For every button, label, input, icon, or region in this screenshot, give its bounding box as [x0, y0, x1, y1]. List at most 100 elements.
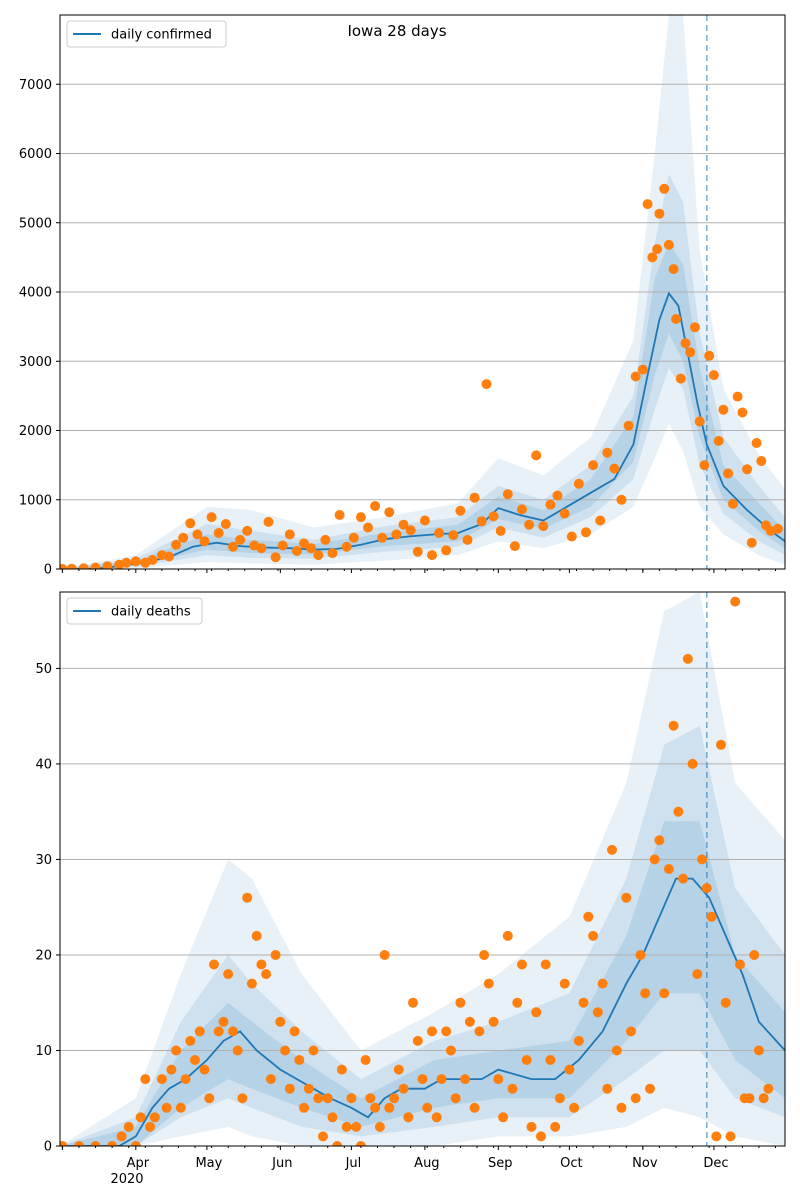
deaths-point	[711, 1131, 722, 1142]
deaths-point	[578, 997, 589, 1008]
deaths-point	[521, 1055, 532, 1065]
confirmed-band-inner	[60, 243, 785, 569]
deaths-point	[427, 1026, 437, 1037]
confirmed-y-tick-label: 3000	[19, 355, 52, 370]
confirmed-point	[78, 563, 89, 569]
deaths-point	[360, 1055, 371, 1065]
deaths-point	[403, 1112, 414, 1123]
confirmed-point	[663, 239, 674, 250]
deaths-axes-layer: 0 10 20 30 40 50 Apr May Jun Jul Aug Sep Oct Nov Dec	[35, 591, 786, 1171]
confirmed-point	[164, 551, 174, 562]
deaths-point	[649, 854, 660, 865]
confirmed-point	[448, 530, 459, 541]
deaths-point	[460, 1074, 471, 1085]
confirmed-point	[334, 510, 345, 520]
confirmed-point	[391, 529, 402, 540]
confirmed-point	[751, 438, 762, 448]
confirmed-point	[704, 350, 715, 361]
confirmed-point	[680, 338, 691, 349]
deaths-point	[351, 1121, 362, 1132]
confirmed-point	[671, 314, 681, 324]
deaths-point	[190, 1055, 200, 1065]
deaths-point	[479, 950, 490, 960]
deaths-point	[303, 1083, 314, 1094]
confirmed-point	[566, 531, 577, 542]
confirmed-point	[509, 541, 520, 552]
deaths-grid-layer	[60, 667, 785, 1051]
confirmed-grid-layer	[60, 83, 785, 501]
deaths-point	[763, 1083, 774, 1094]
deaths-point	[640, 988, 651, 999]
deaths-point	[445, 1045, 456, 1056]
deaths-point	[493, 1074, 504, 1085]
confirmed-point	[668, 264, 679, 275]
deaths-point	[607, 844, 617, 855]
deaths-point	[678, 873, 689, 884]
confirmed-point	[524, 519, 535, 530]
deaths-x-tick-label: Apr	[127, 1156, 150, 1171]
deaths-point	[130, 1141, 141, 1146]
deaths-point	[275, 1016, 286, 1027]
confirmed-point	[713, 435, 724, 446]
confirmed-point	[363, 522, 373, 533]
deaths-point	[592, 1007, 603, 1018]
confirmed-point	[630, 371, 641, 382]
confirmed-point	[199, 536, 210, 547]
confirmed-point	[341, 541, 352, 552]
confirmed-point	[284, 529, 295, 540]
confirmed-point	[708, 370, 719, 381]
deaths-y-tick-label: 50	[35, 662, 52, 677]
confirmed-point	[694, 416, 705, 427]
deaths-point	[60, 1141, 68, 1146]
deaths-point	[379, 950, 390, 960]
confirmed-point	[277, 540, 288, 551]
confirmed-point	[616, 494, 627, 505]
deaths-point	[540, 959, 551, 970]
deaths-point	[408, 997, 418, 1008]
confirmed-point	[412, 546, 423, 557]
confirmed-point	[654, 208, 665, 219]
deaths-x-tick-label: Aug	[414, 1156, 439, 1171]
deaths-y-tick-label: 40	[35, 757, 52, 772]
deaths-point	[564, 1064, 575, 1075]
confirmed-points-layer	[60, 183, 783, 569]
deaths-x-tick-label: May	[195, 1156, 222, 1171]
confirmed-point	[723, 468, 734, 479]
deaths-point	[488, 1016, 499, 1027]
confirmed-point	[573, 478, 584, 489]
deaths-point	[663, 864, 674, 874]
deaths-point	[645, 1083, 655, 1094]
confirmed-point	[455, 505, 466, 516]
confirmed-point	[256, 543, 267, 554]
deaths-point	[199, 1064, 210, 1075]
deaths-point	[507, 1083, 518, 1094]
deaths-point	[412, 1035, 423, 1046]
confirmed-point	[130, 556, 141, 567]
deaths-point	[469, 1102, 480, 1113]
confirmed-point	[481, 379, 492, 390]
deaths-point	[149, 1112, 160, 1123]
deaths-point	[417, 1074, 428, 1085]
confirmed-point	[213, 528, 224, 538]
deaths-point	[374, 1121, 385, 1132]
deaths-point	[536, 1131, 546, 1142]
confirmed-point	[559, 508, 570, 519]
deaths-point	[135, 1112, 146, 1123]
confirmed-point	[659, 183, 670, 194]
deaths-point	[90, 1141, 101, 1146]
confirmed-point	[320, 534, 331, 545]
deaths-point	[545, 1055, 556, 1065]
deaths-point	[237, 1093, 248, 1104]
deaths-point	[365, 1093, 376, 1104]
deaths-point	[341, 1121, 352, 1132]
deaths-point	[280, 1045, 291, 1056]
confirmed-point	[270, 552, 281, 563]
deaths-point	[393, 1064, 404, 1075]
confirmed-point	[602, 447, 613, 458]
deaths-point	[355, 1141, 366, 1146]
confirmed-point	[531, 450, 542, 461]
confirmed-point	[192, 529, 203, 540]
deaths-y-tick-label: 10	[35, 1044, 52, 1059]
confirmed-point	[609, 463, 620, 474]
